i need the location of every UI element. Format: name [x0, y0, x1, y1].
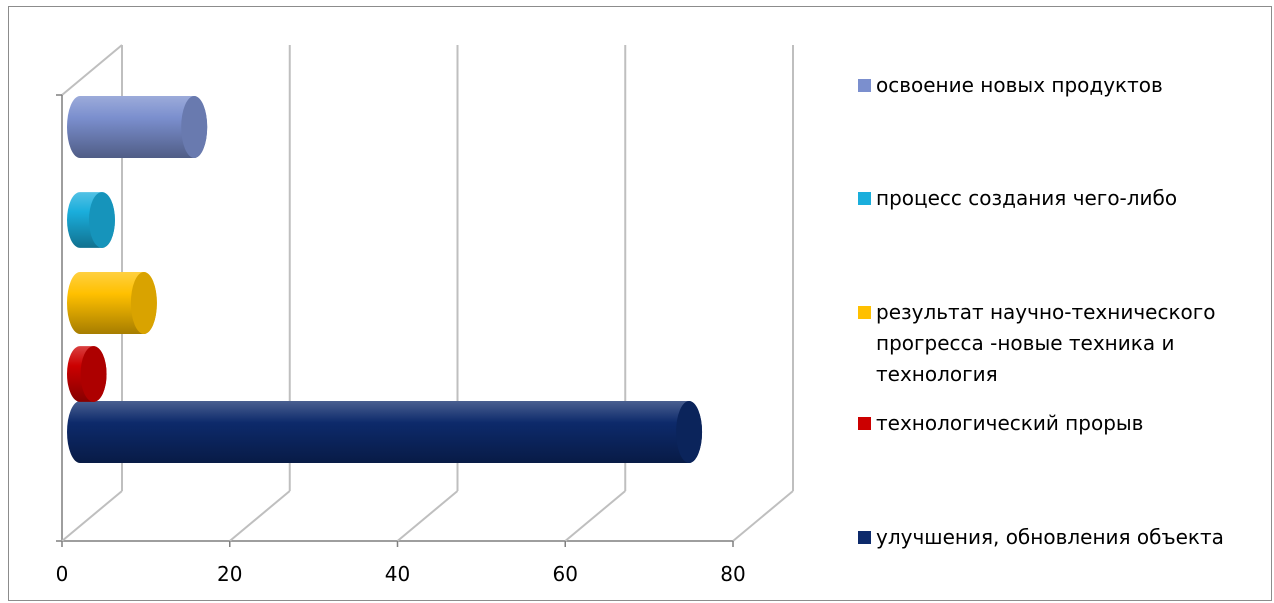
chart-legend: освоение новых продуктов процесс создания…: [858, 0, 1268, 603]
bar-body: [67, 96, 208, 158]
floor-gridline: [732, 490, 794, 542]
bar-5: [67, 96, 208, 158]
legend-item: результат научно-технического прогресса …: [858, 297, 1266, 390]
bar-2: [67, 346, 107, 402]
bar-4: [67, 192, 115, 248]
bar-end-cap: [130, 272, 157, 334]
x-tick-label: 0: [56, 562, 69, 586]
x-tick-label: 40: [385, 562, 410, 586]
legend-swatch: [858, 79, 871, 92]
bar-end-cap: [88, 192, 115, 248]
x-tick-label: 20: [217, 562, 242, 586]
legend-item: процесс создания чего-либо: [858, 183, 1266, 214]
legend-swatch: [858, 192, 871, 205]
bar-1: [67, 401, 703, 463]
floor-gridline: [229, 490, 291, 542]
floor-gridline: [564, 490, 626, 542]
legend-swatch: [858, 417, 871, 430]
floor-gridline: [396, 490, 459, 542]
x-tick-label: 60: [553, 562, 578, 586]
legend-label: технологический прорыв: [876, 411, 1144, 435]
x-axis-ticks: 0 20 40 60 80: [56, 541, 746, 586]
bar-end-cap: [181, 96, 208, 158]
legend-item: освоение новых продуктов: [858, 70, 1266, 101]
legend-label: процесс создания чего-либо: [876, 186, 1178, 210]
bar-body: [67, 401, 703, 463]
bar-end-cap: [676, 401, 703, 463]
legend-item: технологический прорыв: [858, 408, 1266, 439]
side-wall-top-edge: [61, 44, 123, 96]
legend-swatch: [858, 531, 871, 544]
bar-end-cap: [80, 346, 107, 402]
floor-gridline: [61, 490, 123, 542]
chart-bars: [67, 96, 703, 463]
legend-item: улучшения, обновления объекта: [858, 522, 1266, 553]
chart-frame: [8, 6, 1272, 601]
x-tick-label: 80: [720, 562, 745, 586]
legend-label: освоение новых продуктов: [876, 73, 1163, 97]
bar-3: [67, 272, 157, 334]
legend-label: результат научно-технического прогресса …: [876, 300, 1216, 386]
legend-swatch: [858, 306, 871, 319]
legend-label: улучшения, обновления объекта: [876, 525, 1224, 549]
